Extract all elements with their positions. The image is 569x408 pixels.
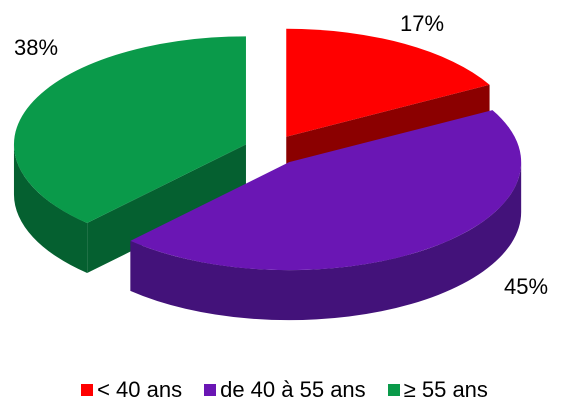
legend-item-over-55: ≥ 55 ans [387, 377, 488, 403]
data-label-under-40: 17% [400, 11, 444, 36]
pie-slice-over-55 [13, 36, 246, 224]
legend-item-under-40: < 40 ans [81, 377, 182, 403]
data-label-over-55: 38% [14, 35, 58, 60]
pie-side-over-55 [13, 144, 88, 274]
legend: < 40 ans de 40 à 55 ans ≥ 55 ans [0, 376, 569, 404]
pie-face-over-55-start [87, 144, 246, 274]
data-label-40-55: 45% [504, 274, 548, 299]
legend-item-40-55: de 40 à 55 ans [204, 377, 366, 403]
legend-label-over-55: ≥ 55 ans [403, 377, 488, 402]
legend-swatch-40-55 [204, 384, 217, 396]
pie-slice-40-55 [130, 110, 522, 271]
pie-tops [13, 28, 522, 271]
legend-swatch-over-55 [387, 384, 400, 396]
pie-slice-under-40 [286, 28, 490, 137]
legend-swatch-under-40 [81, 384, 94, 396]
legend-label-40-55: de 40 à 55 ans [220, 377, 366, 402]
legend-label-under-40: < 40 ans [97, 377, 183, 402]
pie-side-40-55 [130, 162, 522, 321]
